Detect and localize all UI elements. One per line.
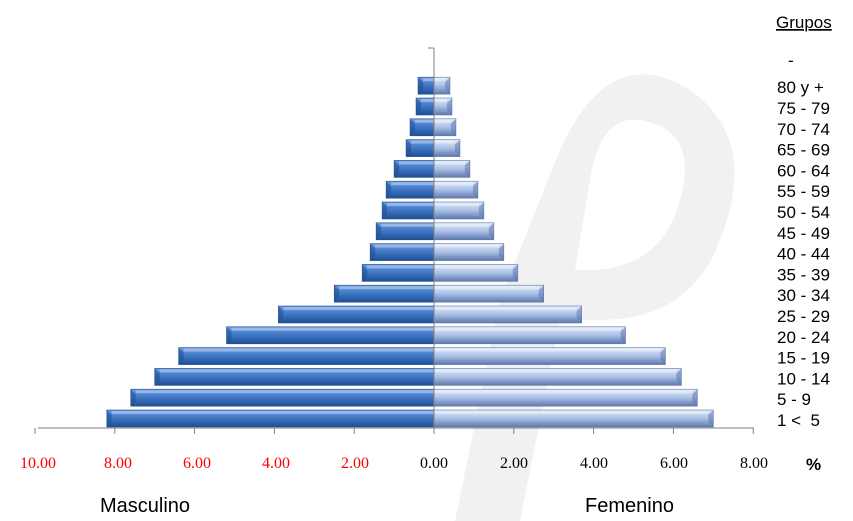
age-group-label: 70 - 74	[777, 120, 830, 139]
tick-label-left-2: 2.00	[341, 455, 369, 472]
female-bar	[433, 243, 505, 261]
female-bar	[433, 326, 626, 345]
male-bar	[405, 139, 435, 157]
bars-group	[106, 76, 714, 428]
female-bar	[433, 222, 495, 241]
male-bar	[278, 305, 435, 324]
age-group-label: 5 - 9	[777, 390, 811, 409]
male-bar	[154, 368, 435, 386]
x-axis-ticks	[34, 428, 754, 434]
female-bar	[433, 76, 451, 95]
male-bar	[381, 201, 435, 220]
age-group-label: 10 - 14	[777, 369, 830, 388]
age-group-label: 1 < 5	[777, 411, 820, 430]
male-bar	[417, 76, 435, 95]
legend-male-label: Masculino	[100, 495, 190, 517]
male-bar	[415, 97, 435, 116]
age-group-label: 80 y +	[777, 78, 824, 97]
male-bar	[409, 118, 435, 137]
female-bar	[433, 368, 682, 386]
percent-unit-label: %	[806, 455, 821, 474]
male-bar	[375, 222, 435, 241]
female-bar	[433, 139, 461, 157]
groups-header: Grupos	[776, 13, 832, 32]
female-bar	[433, 264, 519, 282]
female-bar	[433, 388, 698, 407]
age-group-label: 25 - 29	[777, 307, 830, 326]
male-bar	[369, 243, 435, 261]
tick-label-left-4: 4.00	[262, 455, 290, 472]
female-bar	[433, 305, 582, 324]
legend-female-label: Femenino	[585, 495, 674, 517]
tick-label-right-4: 4.00	[580, 455, 608, 472]
tick-label-left-10: 10.00	[20, 455, 56, 472]
tick-label-right-2: 2.00	[500, 455, 528, 472]
male-bar	[361, 264, 435, 282]
age-group-label: 40 - 44	[777, 245, 830, 264]
age-group-label: 20 - 24	[777, 328, 830, 347]
age-group-label: 75 - 79	[777, 99, 830, 118]
male-bar	[385, 180, 435, 199]
male-bar	[393, 160, 435, 178]
age-group-label: 50 - 54	[777, 203, 830, 222]
female-bar	[433, 160, 471, 178]
age-group-label: 45 - 49	[777, 224, 830, 243]
male-bar	[178, 347, 435, 365]
female-bar	[433, 201, 485, 220]
male-bar	[130, 388, 435, 407]
male-bar	[226, 326, 435, 345]
male-bar	[333, 284, 435, 303]
age-group-label: 15 - 19	[777, 349, 830, 368]
groups-header-dash: -	[788, 51, 794, 70]
female-bar	[433, 347, 666, 365]
tick-label-right-6: 6.00	[660, 455, 688, 472]
tick-label-left-6: 6.00	[183, 455, 211, 472]
female-bar	[433, 97, 453, 116]
age-group-label: 55 - 59	[777, 182, 830, 201]
watermark-shape	[455, 74, 735, 521]
age-group-label: 30 - 34	[777, 286, 830, 305]
age-group-label: 65 - 69	[777, 141, 830, 160]
female-bar	[433, 180, 479, 199]
male-bar	[106, 409, 435, 428]
female-bar	[433, 409, 714, 428]
tick-label-right-0: 0.00	[420, 455, 448, 472]
female-bar	[433, 284, 545, 303]
age-group-label: 60 - 64	[777, 161, 830, 180]
tick-label-right-8: 8.00	[740, 455, 768, 472]
female-bar	[433, 118, 457, 137]
age-group-label: 35 - 39	[777, 265, 830, 284]
tick-label-left-8: 8.00	[104, 455, 132, 472]
